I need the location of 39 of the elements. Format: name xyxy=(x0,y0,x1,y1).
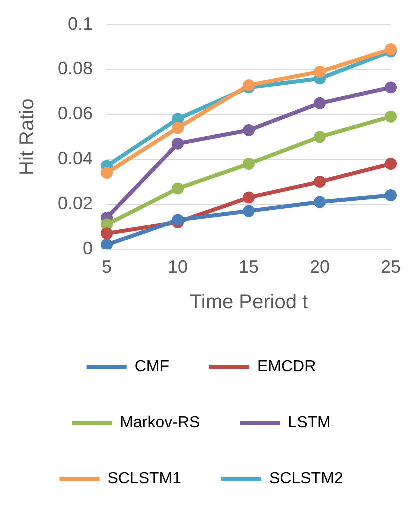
legend-label: CMF xyxy=(134,358,170,376)
point xyxy=(385,189,397,202)
point xyxy=(314,176,326,188)
legend-label: SCLSTM2 xyxy=(270,470,344,488)
point xyxy=(243,124,256,136)
point xyxy=(243,158,256,170)
point xyxy=(101,228,114,240)
x-tick-label: 15 xyxy=(239,257,260,278)
y-tick-label: 0.1 xyxy=(68,14,94,34)
point xyxy=(314,196,326,208)
point xyxy=(314,97,326,110)
legend-label: LSTM xyxy=(288,414,331,432)
y-tick-label: 0 xyxy=(83,238,94,258)
point xyxy=(243,205,256,218)
point xyxy=(385,158,397,170)
point xyxy=(314,131,326,144)
y-tick-label: 0.06 xyxy=(58,104,94,124)
point xyxy=(243,79,256,92)
point xyxy=(172,182,184,195)
y-tick-label: 0.02 xyxy=(58,193,94,214)
x-tick-label: 20 xyxy=(310,257,330,278)
point xyxy=(385,110,397,123)
point xyxy=(385,82,397,94)
point xyxy=(314,66,326,78)
legend-label: Markov-RS xyxy=(120,414,200,432)
point xyxy=(101,167,114,180)
point xyxy=(101,238,114,250)
y-tick-label: 0.04 xyxy=(58,148,94,169)
legend-label: EMCDR xyxy=(257,358,316,376)
legend-label: SCLSTM1 xyxy=(108,470,182,488)
y-tick-label: 0.08 xyxy=(58,58,94,79)
point xyxy=(172,138,184,150)
x-tick-label: 25 xyxy=(380,257,402,278)
y-axis-title: Hit Ratio xyxy=(16,98,39,176)
x-axis-title: Time Period t xyxy=(190,292,309,314)
point xyxy=(243,192,256,204)
x-tick-label: 5 xyxy=(102,257,112,278)
x-tick-label: 10 xyxy=(168,257,188,278)
point xyxy=(172,122,184,134)
